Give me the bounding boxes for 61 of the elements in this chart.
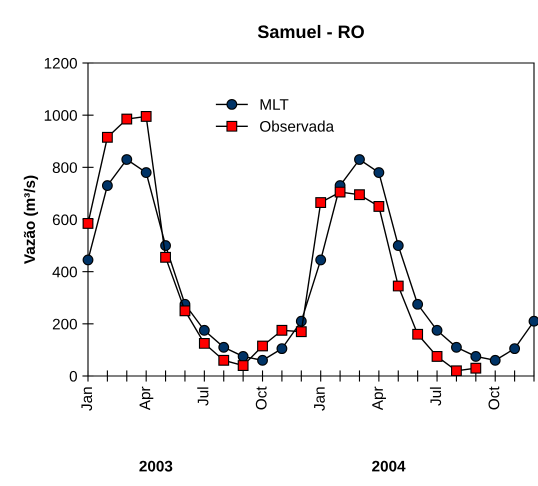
- legend-label: MLT: [260, 99, 288, 110]
- point: [432, 351, 442, 362]
- x-tick-label: Oct: [256, 386, 267, 410]
- point: [238, 360, 249, 371]
- point: [509, 343, 520, 354]
- point: [315, 254, 326, 266]
- y-tick-label: 600: [52, 214, 77, 226]
- point: [102, 132, 113, 143]
- text: 2003: [139, 460, 172, 472]
- point: [373, 201, 384, 212]
- x-tick-label: Oct: [488, 386, 500, 410]
- point: [451, 365, 462, 376]
- point: [276, 324, 288, 336]
- point: [257, 354, 268, 366]
- point: [354, 154, 365, 165]
- point: [121, 114, 132, 124]
- point: [276, 343, 288, 354]
- y-tick-label: 1000: [44, 110, 77, 121]
- point: [257, 340, 268, 352]
- point: [354, 189, 365, 200]
- point: [490, 354, 501, 366]
- point: [198, 338, 210, 349]
- x-tick-label: Jan: [314, 387, 325, 411]
- x-tick-label: Jan: [81, 387, 92, 411]
- point: [373, 167, 384, 178]
- x-tick-label: Jul: [430, 387, 442, 406]
- point: [82, 218, 94, 229]
- y-tick-label: 800: [52, 162, 77, 174]
- point: [218, 342, 230, 353]
- point: [296, 326, 307, 338]
- point: [140, 167, 152, 178]
- x-tick-label: Jul: [197, 387, 208, 406]
- point: [392, 280, 404, 292]
- y-tick-label: 0: [70, 370, 77, 382]
- legend-label: Observada: [260, 120, 334, 132]
- point: [180, 305, 190, 316]
- text: 2004: [372, 460, 406, 472]
- point: [140, 111, 152, 122]
- point: [160, 252, 171, 263]
- point: [470, 362, 482, 374]
- y-axis-title: Vazão (m³/s): [24, 176, 38, 264]
- point: [121, 154, 132, 165]
- y-tick-label: 400: [52, 266, 77, 278]
- point: [451, 342, 462, 353]
- point: [412, 298, 424, 310]
- point: [470, 351, 482, 362]
- point: [432, 324, 442, 336]
- point: [412, 328, 424, 340]
- point: [392, 240, 404, 251]
- point: [238, 351, 249, 362]
- point: [334, 186, 346, 198]
- y-tick-label: 1200: [44, 58, 77, 69]
- point: [82, 254, 94, 266]
- y-tick-label: 200: [52, 318, 77, 330]
- chart-title: Samuel - RO: [258, 24, 364, 38]
- x-tick-label: Apr: [140, 386, 154, 410]
- point: [315, 197, 326, 208]
- point: [198, 324, 210, 336]
- point: [218, 354, 230, 366]
- point: [102, 180, 113, 192]
- x-tick-label: Apr: [372, 386, 386, 410]
